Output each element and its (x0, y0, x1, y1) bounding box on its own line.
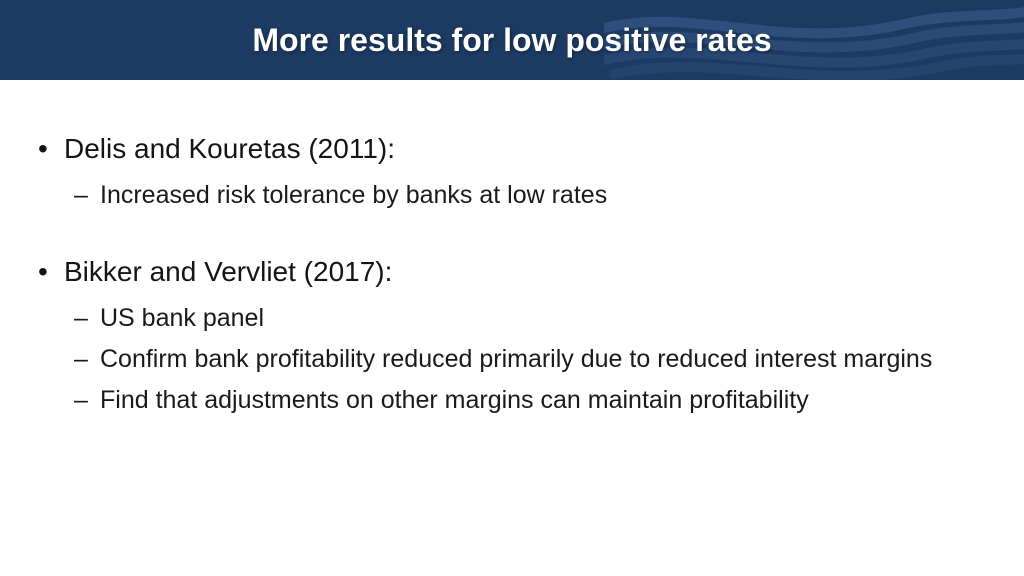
list-item: • Bikker and Vervliet (2017): – US bank … (38, 253, 986, 418)
bullet-row: • Bikker and Vervliet (2017): (38, 253, 986, 291)
sub-item: – Confirm bank profitability reduced pri… (38, 342, 986, 377)
sub-text: Find that adjustments on other margins c… (100, 383, 986, 418)
slide-title: More results for low positive rates (252, 22, 771, 59)
bullet-list: • Delis and Kouretas (2011): – Increased… (38, 130, 986, 418)
dash-icon: – (74, 383, 100, 418)
sub-item: – US bank panel (38, 301, 986, 336)
slide-header: More results for low positive rates (0, 0, 1024, 80)
bullet-icon: • (38, 253, 64, 291)
sub-text: Increased risk tolerance by banks at low… (100, 178, 986, 213)
dash-icon: – (74, 301, 100, 336)
bullet-text: Delis and Kouretas (2011): (64, 130, 395, 168)
sub-list: – Increased risk tolerance by banks at l… (38, 178, 986, 213)
sub-text: Confirm bank profitability reduced prima… (100, 342, 986, 377)
sub-item: – Increased risk tolerance by banks at l… (38, 178, 986, 213)
dash-icon: – (74, 342, 100, 377)
list-item: • Delis and Kouretas (2011): – Increased… (38, 130, 986, 213)
bullet-row: • Delis and Kouretas (2011): (38, 130, 986, 168)
bullet-text: Bikker and Vervliet (2017): (64, 253, 392, 291)
dash-icon: – (74, 178, 100, 213)
sub-text: US bank panel (100, 301, 986, 336)
bullet-icon: • (38, 130, 64, 168)
sub-item: – Find that adjustments on other margins… (38, 383, 986, 418)
sub-list: – US bank panel – Confirm bank profitabi… (38, 301, 986, 418)
slide-body: • Delis and Kouretas (2011): – Increased… (0, 80, 1024, 478)
